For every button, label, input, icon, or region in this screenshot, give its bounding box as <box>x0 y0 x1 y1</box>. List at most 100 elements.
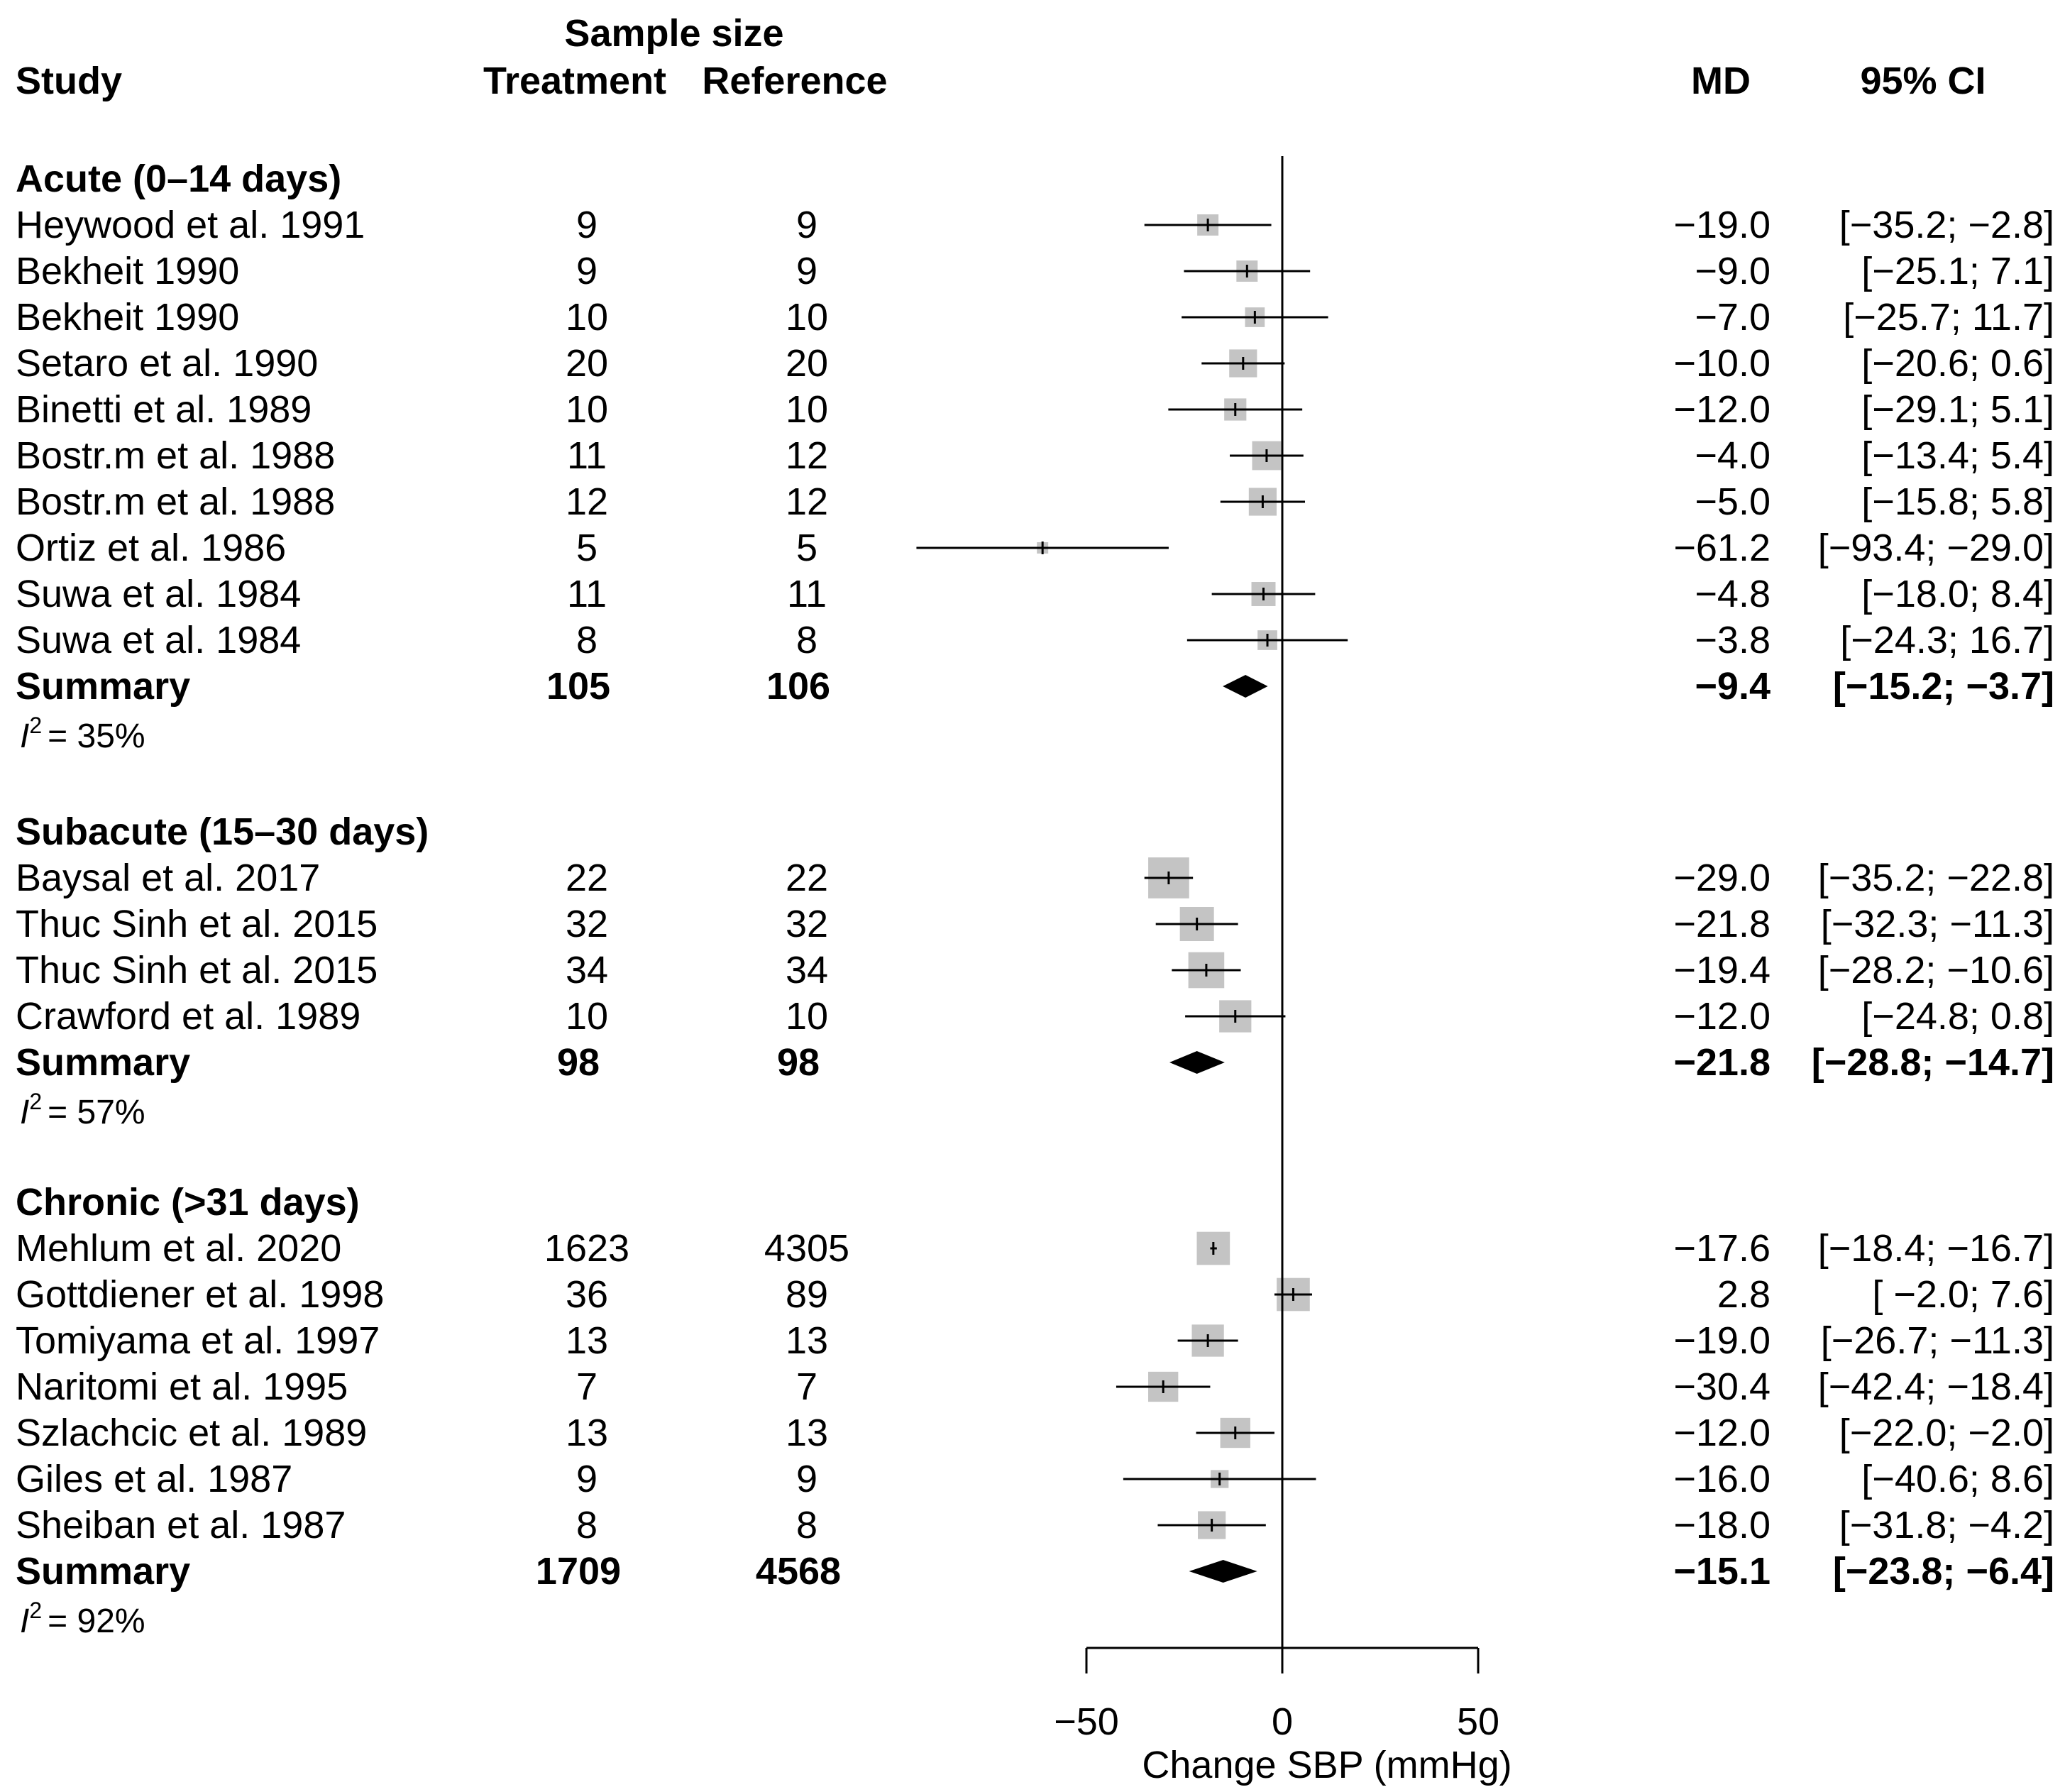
ci-value: [−29.1; 5.1] <box>1861 388 2054 431</box>
study-name: Setaro et al. 1990 <box>16 342 318 385</box>
study-name: Heywood et al. 1991 <box>16 204 365 246</box>
ci-value: [−28.2; −10.6] <box>1818 949 2054 991</box>
ci-value: [−18.0; 8.4] <box>1861 573 2054 615</box>
summary-md-value: −15.1 <box>1673 1550 1771 1593</box>
ci-value: [−13.4; 5.4] <box>1861 434 2054 477</box>
summary-diamond <box>1223 675 1268 698</box>
study-name: Giles et al. 1987 <box>16 1458 292 1500</box>
reference-n: 5 <box>796 527 817 569</box>
treatment-column-header: Treatment <box>483 60 666 102</box>
md-value: −19.4 <box>1673 949 1771 991</box>
ci-value: [−35.2; −22.8] <box>1818 857 2054 899</box>
md-value: −19.0 <box>1673 1319 1771 1362</box>
heterogeneity-i2: I2 = 35% <box>20 713 145 755</box>
ci-value: [−25.1; 7.1] <box>1861 250 2054 292</box>
study-column-header: Study <box>16 60 122 102</box>
treatment-n: 22 <box>566 857 608 899</box>
treatment-n: 9 <box>576 204 598 246</box>
md-value: −29.0 <box>1673 857 1771 899</box>
treatment-n: 8 <box>576 619 598 661</box>
ci-value: [−24.8; 0.8] <box>1861 995 2054 1038</box>
md-value: −5.0 <box>1695 480 1771 523</box>
heterogeneity-i2: I2 = 57% <box>20 1089 145 1131</box>
md-value: −12.0 <box>1673 1412 1771 1454</box>
treatment-n: 13 <box>566 1412 608 1454</box>
ci-value: [−93.4; −29.0] <box>1818 527 2054 569</box>
x-tick-label: 50 <box>1457 1700 1499 1743</box>
summary-label: Summary <box>16 1550 190 1593</box>
treatment-n: 11 <box>567 434 607 477</box>
study-name: Bostr.m et al. 1988 <box>16 434 335 477</box>
treatment-n: 10 <box>566 995 608 1038</box>
treatment-n: 10 <box>566 296 608 339</box>
study-name: Bostr.m et al. 1988 <box>16 480 335 523</box>
ci-value: [−25.7; 11.7] <box>1843 296 2054 339</box>
ci-value: [−32.3; −11.3] <box>1821 903 2054 945</box>
ci-value: [ −2.0; 7.6] <box>1872 1273 2054 1316</box>
reference-n: 9 <box>796 204 817 246</box>
reference-n: 22 <box>786 857 828 899</box>
study-name: Bekheit 1990 <box>16 296 239 339</box>
md-value: −16.0 <box>1673 1458 1771 1500</box>
md-value: −61.2 <box>1673 527 1771 569</box>
summary-md-value: −9.4 <box>1695 665 1771 708</box>
summary-ci-value: [−15.2; −3.7] <box>1833 665 2054 708</box>
reference-n: 8 <box>796 1504 817 1546</box>
ci-value: [−22.0; −2.0] <box>1839 1412 2054 1454</box>
reference-n: 11 <box>787 573 827 615</box>
reference-n: 9 <box>796 1458 817 1500</box>
reference-n: 20 <box>786 342 828 385</box>
study-name: Thuc Sinh et al. 2015 <box>16 903 378 945</box>
md-value: −10.0 <box>1673 342 1771 385</box>
md-value: −4.0 <box>1695 434 1771 477</box>
treatment-n: 11 <box>567 573 607 615</box>
summary-reference-n: 98 <box>777 1041 820 1084</box>
treatment-n: 34 <box>566 949 608 991</box>
study-name: Naritomi et al. 1995 <box>16 1365 348 1408</box>
summary-md-value: −21.8 <box>1673 1041 1771 1084</box>
ci-value: [−42.4; −18.4] <box>1818 1365 2054 1408</box>
study-name: Binetti et al. 1989 <box>16 388 312 431</box>
treatment-n: 8 <box>576 1504 598 1546</box>
summary-treatment-n: 98 <box>557 1041 600 1084</box>
study-name: Thuc Sinh et al. 2015 <box>16 949 378 991</box>
treatment-n: 32 <box>566 903 608 945</box>
reference-n: 34 <box>786 949 828 991</box>
study-name: Suwa et al. 1984 <box>16 573 301 615</box>
md-value: −17.6 <box>1673 1227 1771 1270</box>
md-value: −9.0 <box>1695 250 1771 292</box>
study-name: Mehlum et al. 2020 <box>16 1227 341 1270</box>
md-value: −12.0 <box>1673 388 1771 431</box>
treatment-n: 5 <box>576 527 598 569</box>
treatment-n: 10 <box>566 388 608 431</box>
treatment-n: 36 <box>566 1273 608 1316</box>
ci-value: [−40.6; 8.6] <box>1861 1458 2054 1500</box>
treatment-n: 7 <box>576 1365 598 1408</box>
study-name: Ortiz et al. 1986 <box>16 527 286 569</box>
reference-n: 10 <box>786 388 828 431</box>
md-value: −18.0 <box>1673 1504 1771 1546</box>
treatment-n: 13 <box>566 1319 608 1362</box>
summary-ci-value: [−28.8; −14.7] <box>1812 1041 2054 1084</box>
summary-treatment-n: 1709 <box>536 1550 621 1593</box>
treatment-n: 20 <box>566 342 608 385</box>
ci-value: [−20.6; 0.6] <box>1861 342 2054 385</box>
reference-n: 7 <box>796 1365 817 1408</box>
summary-reference-n: 4568 <box>756 1550 841 1593</box>
reference-column-header: Reference <box>702 60 887 102</box>
reference-n: 13 <box>786 1319 828 1362</box>
treatment-n: 12 <box>566 480 608 523</box>
ci-value: [−15.8; 5.8] <box>1861 480 2054 523</box>
study-name: Suwa et al. 1984 <box>16 619 301 661</box>
reference-n: 12 <box>786 480 828 523</box>
summary-label: Summary <box>16 665 190 708</box>
ci-value: [−31.8; −4.2] <box>1839 1504 2054 1546</box>
md-value: −12.0 <box>1673 995 1771 1038</box>
study-name: Baysal et al. 2017 <box>16 857 320 899</box>
summary-diamond <box>1169 1051 1225 1074</box>
group-title: Acute (0–14 days) <box>16 158 341 200</box>
ci-value: [−26.7; −11.3] <box>1821 1319 2054 1362</box>
md-value: −4.8 <box>1695 573 1771 615</box>
md-value: −21.8 <box>1673 903 1771 945</box>
